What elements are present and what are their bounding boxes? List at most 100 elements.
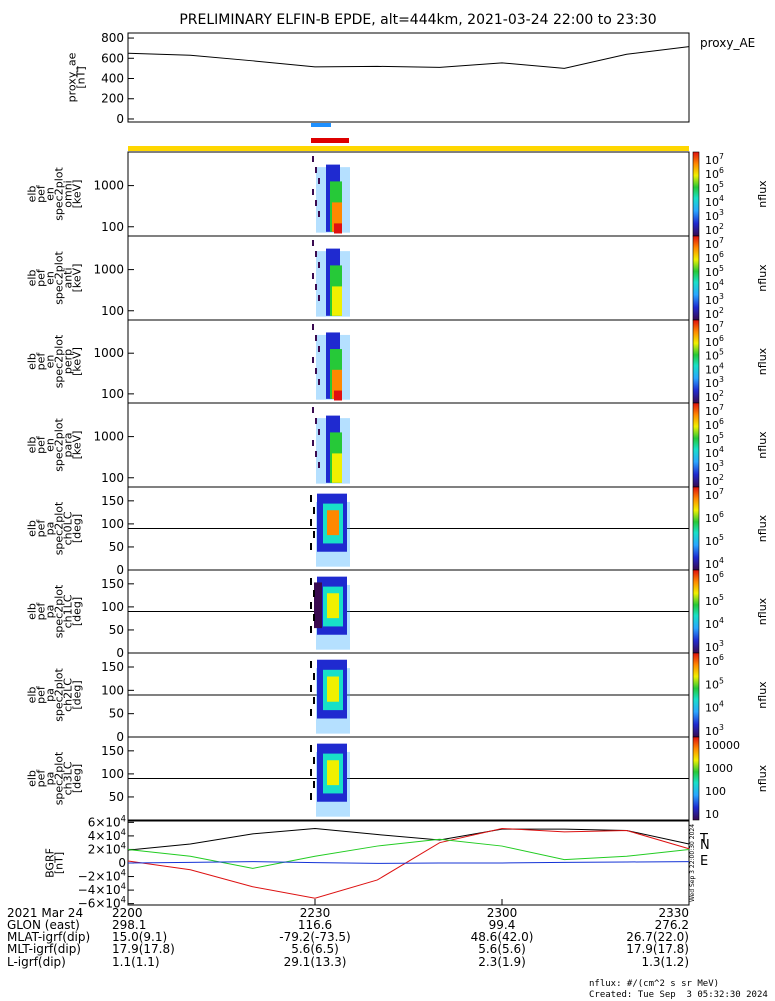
spectrogram-ytick-label-ch3LC: 100 xyxy=(101,767,124,781)
panels-group: 8006004002000proxy_ae[nT]proxy_AE1000100… xyxy=(7,31,769,969)
spectrogram-noise xyxy=(312,273,314,279)
xaxis-value: 17.9(17.8) xyxy=(112,942,175,956)
spectrogram-noise xyxy=(315,368,317,374)
bgrf-ytick-label: 2×104 xyxy=(88,840,126,856)
xaxis-value: 5.6(5.6) xyxy=(478,942,526,956)
spectrogram-noise xyxy=(318,262,320,268)
spectrogram-hot-perp xyxy=(332,369,342,399)
proxy-ae-ylabel: proxy_ae[nT] xyxy=(66,52,88,102)
spectrogram-noise xyxy=(315,251,317,257)
xaxis-value: 17.9(17.8) xyxy=(626,942,689,956)
colorbar-ch0LC xyxy=(692,486,700,571)
spectrogram-ytick-label-ch2LC: 100 xyxy=(101,683,124,697)
xaxis-row-label: 2021 Mar 24 xyxy=(7,906,83,920)
colorbar-omni xyxy=(692,151,700,237)
xaxis-row-label: MLAT-igrf(dip) xyxy=(7,930,90,944)
spectrogram-noise xyxy=(318,379,320,385)
colorbar-tick-label-anti: 102 xyxy=(705,306,724,321)
spectrogram-ytick-label-para: 100 xyxy=(101,471,124,485)
spectrogram-noise xyxy=(313,614,315,621)
xaxis-value: 1.3(1.2) xyxy=(641,955,689,969)
spectrogram-ytick-label-para: 1000 xyxy=(93,430,124,444)
spectrogram-noise xyxy=(315,167,317,173)
bgrf-line-ref xyxy=(127,861,690,864)
colorbar-tick-label-ch0LC: 105 xyxy=(705,533,724,548)
xaxis-value: 2230 xyxy=(300,906,331,920)
spectrogram-ylabel-ch2LC: elbpefpaspec2plotch2LC[deg] xyxy=(26,668,84,722)
side-timestamp: Wed Sep 3 22:00:30 2024 xyxy=(689,824,696,902)
spectrogram-ylabel-ch1LC: elbpefpaspec2plotch1LC[deg] xyxy=(26,584,84,638)
proxy-ae-ytick-label: 200 xyxy=(101,92,124,106)
spectrogram-noise xyxy=(310,745,312,752)
spectrogram-noise xyxy=(310,769,312,776)
colorbar-tick-label-ch1LC: 105 xyxy=(705,593,724,608)
colorbar-tick-label-para: 104 xyxy=(705,445,724,460)
colorbar-tick-label-perp: 102 xyxy=(705,389,724,404)
colorbar-tick-label-ch3LC: 10000 xyxy=(705,739,740,752)
spectrogram-noise xyxy=(310,543,312,550)
spectrogram-ylabel-ch3LC: elbpefpaspec2plotch3LC[deg] xyxy=(26,751,84,805)
colorbar-tick-label-omni: 103 xyxy=(705,208,724,223)
footer-created: Created: Tue Sep 3 05:32:30 2024 xyxy=(589,990,768,1000)
colorbar-tick-label-anti: 104 xyxy=(705,278,724,293)
spectrogram-hot-ch3LC xyxy=(327,760,339,786)
spectrogram-ytick-label-ch1LC: 50 xyxy=(109,623,124,637)
xaxis-value: 48.6(42.0) xyxy=(471,930,534,944)
spectrogram-noise xyxy=(313,757,315,764)
spectrogram-ytick-label-perp: 100 xyxy=(101,387,124,401)
colorbar-ch3LC xyxy=(692,736,700,821)
colorbar-label-perp: nflux xyxy=(756,347,769,375)
spectrogram-ylabel-ch0LC: elbpefpaspec2plotch0LC[deg] xyxy=(26,501,84,555)
colorbar-label-ch3LC: nflux xyxy=(756,764,769,792)
xaxis-row-label: GLON (east) xyxy=(7,918,80,932)
colorbar-tick-label-ch2LC: 105 xyxy=(705,676,724,691)
xaxis-value: 15.0(9.1) xyxy=(112,930,167,944)
bgrf-legend-t: T xyxy=(699,832,708,847)
colorbar-tick-label-ch1LC: 103 xyxy=(705,639,724,654)
spectrogram-noise xyxy=(310,685,312,692)
xaxis-row-label: L-igrf(dip) xyxy=(7,955,66,969)
spectrogram-noise xyxy=(315,451,317,457)
spectrogram-noise xyxy=(310,626,312,633)
spectrogram-ytick-label-ch0LC: 150 xyxy=(101,494,124,508)
xaxis-value: 2200 xyxy=(112,906,143,920)
colorbar-tick-label-ch2LC: 103 xyxy=(705,723,724,738)
colorbar-tick-label-para: 103 xyxy=(705,459,724,474)
colorbar-tick-label-omni: 104 xyxy=(705,194,724,209)
spectrogram-ytick-label-ch1LC: 0 xyxy=(116,646,124,660)
spectrogram-noise xyxy=(312,240,314,246)
spectrogram-noise xyxy=(312,324,314,330)
colorbar-tick-label-para: 102 xyxy=(705,473,724,488)
colorbar-ch2LC xyxy=(692,652,700,738)
xaxis-value: 2.3(1.9) xyxy=(478,955,526,969)
bgrf-ytick-label: −4×104 xyxy=(78,881,126,897)
spectrogram-noise xyxy=(312,189,314,195)
spectrogram-noise xyxy=(310,709,312,716)
xaxis-value: 276.2 xyxy=(655,918,689,932)
colorbar-tick-label-ch2LC: 106 xyxy=(705,653,724,668)
colorbar-tick-label-perp: 104 xyxy=(705,361,724,376)
spectrogram-noise xyxy=(318,462,320,468)
spectrogram-hot-ch2LC xyxy=(327,676,339,702)
colorbar-tick-label-ch2LC: 104 xyxy=(705,700,724,715)
spectrogram-noise xyxy=(310,602,312,609)
colorbar-tick-label-para: 105 xyxy=(705,431,724,446)
colorbar-para xyxy=(692,402,700,488)
spectrogram-noise xyxy=(310,495,312,502)
spectrogram-ylabel-anti: elbpefenspec2plotanti[keV] xyxy=(26,251,84,305)
xaxis-value: 26.7(22.0) xyxy=(626,930,689,944)
bgrf-line-E xyxy=(127,838,690,869)
spectrogram-ytick-label-ch3LC: 150 xyxy=(101,744,124,758)
spectrogram-hot-para xyxy=(332,453,342,483)
spectrogram-ylabel-para: elbpefenspec2plotpara[keV] xyxy=(26,418,84,472)
colorbar-perp xyxy=(692,319,700,404)
colorbar-label-ch1LC: nflux xyxy=(756,597,769,625)
spectrogram-noise xyxy=(318,295,320,301)
xaxis-value: 2330 xyxy=(658,906,689,920)
spectrogram-ytick-label-ch0LC: 0 xyxy=(116,563,124,577)
colorbar-tick-label-anti: 105 xyxy=(705,264,724,279)
spectrogram-ytick-label-omni: 1000 xyxy=(93,179,124,193)
colorbar-tick-label-omni: 107 xyxy=(705,152,724,167)
proxy-ae-frame xyxy=(127,32,690,123)
